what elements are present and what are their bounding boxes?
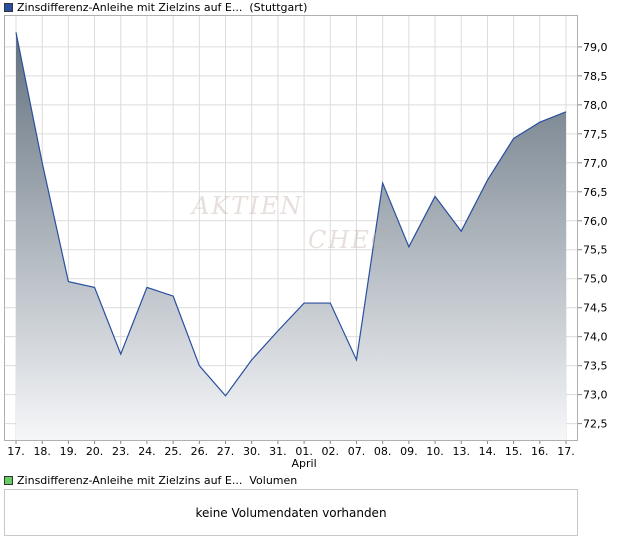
x-tick-label: 08.	[374, 445, 392, 458]
y-tick-label: 77,5	[583, 128, 608, 141]
volume-panel: keine Volumendaten vorhanden	[4, 489, 578, 536]
price-point	[120, 353, 122, 355]
watermark-text-bottom: CHEC	[308, 226, 392, 254]
x-tick-label: 24.	[138, 445, 156, 458]
price-chart: 72,5 73,0 73,5 74,0 74,5 75,0 75,5 76,0 76,5 77,0…	[4, 15, 608, 470]
volume-legend-label: Zinsdifferenz-Anleihe mit Zielzins auf E…	[17, 474, 243, 487]
x-tick-label: 09.	[400, 445, 418, 458]
price-point	[539, 121, 541, 123]
y-tick-label: 78,0	[583, 99, 608, 112]
price-point	[434, 195, 436, 197]
price-point	[565, 111, 567, 113]
price-point	[146, 286, 148, 288]
x-tick-label: 13.	[452, 445, 470, 458]
x-month-label: April	[292, 457, 317, 470]
x-tick-label: 10.	[426, 445, 444, 458]
x-tick-label: 14.	[479, 445, 497, 458]
price-legend-swatch	[4, 2, 13, 12]
price-point	[382, 182, 384, 184]
y-tick-label: 75,5	[583, 244, 608, 257]
y-tick-label: 74,5	[583, 302, 608, 315]
price-point	[303, 302, 305, 304]
price-point	[486, 179, 488, 181]
price-point	[408, 246, 410, 248]
x-tick-label: 25.	[164, 445, 182, 458]
price-point	[198, 365, 200, 367]
price-point	[225, 395, 227, 397]
x-tick-label: 07.	[348, 445, 366, 458]
volume-empty-message: keine Volumendaten vorhanden	[195, 505, 387, 520]
volume-legend-swatch	[4, 475, 13, 485]
y-tick-label: 76,0	[583, 215, 608, 228]
y-tick-label: 75,0	[583, 273, 608, 286]
x-tick-label: 30.	[243, 445, 261, 458]
x-tick-label: 17.	[7, 445, 25, 458]
x-tick-label: 18.	[33, 445, 51, 458]
price-point	[460, 230, 462, 232]
watermark-text-top: AKTIEN	[192, 192, 304, 220]
y-tick-label: 76,5	[583, 186, 608, 199]
x-tick-label: 23.	[112, 445, 130, 458]
price-point	[67, 281, 69, 283]
y-tick-label: 73,5	[583, 360, 608, 373]
price-point	[94, 286, 96, 288]
price-legend-label: Zinsdifferenz-Anleihe mit Zielzins auf E…	[17, 1, 243, 14]
y-tick-label: 77,0	[583, 157, 608, 170]
price-line	[15, 32, 567, 397]
x-tick-label: 02.	[322, 445, 340, 458]
x-tick-label: 27.	[217, 445, 235, 458]
price-point	[513, 137, 515, 139]
x-tick-label: 31.	[269, 445, 287, 458]
y-tick-label: 73,0	[583, 389, 608, 402]
x-tick-label: 20.	[86, 445, 104, 458]
price-point	[172, 295, 174, 297]
y-tick-label: 79,0	[583, 41, 608, 54]
price-point	[329, 302, 331, 304]
x-tick-label: 15.	[505, 445, 523, 458]
x-tick-label: 16.	[531, 445, 549, 458]
y-tick-label: 72,5	[583, 418, 608, 431]
volume-legend-suffix: Volumen	[249, 474, 298, 487]
x-tick-label: 17.	[557, 445, 575, 458]
price-area-fill	[16, 32, 566, 441]
volume-legend: Zinsdifferenz-Anleihe mit Zielzins auf E…	[4, 474, 297, 487]
x-tick-label: 01.	[295, 445, 313, 458]
price-point	[15, 31, 17, 33]
x-tick-label: 26.	[191, 445, 209, 458]
price-point	[355, 359, 357, 361]
price-legend: Zinsdifferenz-Anleihe mit Zielzins auf E…	[4, 1, 307, 14]
price-point	[251, 359, 253, 361]
y-tick-label: 78,5	[583, 70, 608, 83]
price-point	[41, 162, 43, 164]
x-tick-label: 19.	[60, 445, 78, 458]
plot-border	[4, 15, 578, 441]
price-legend-venue: (Stuttgart)	[249, 1, 308, 14]
y-tick-label: 74,0	[583, 331, 608, 344]
price-point	[277, 330, 279, 332]
